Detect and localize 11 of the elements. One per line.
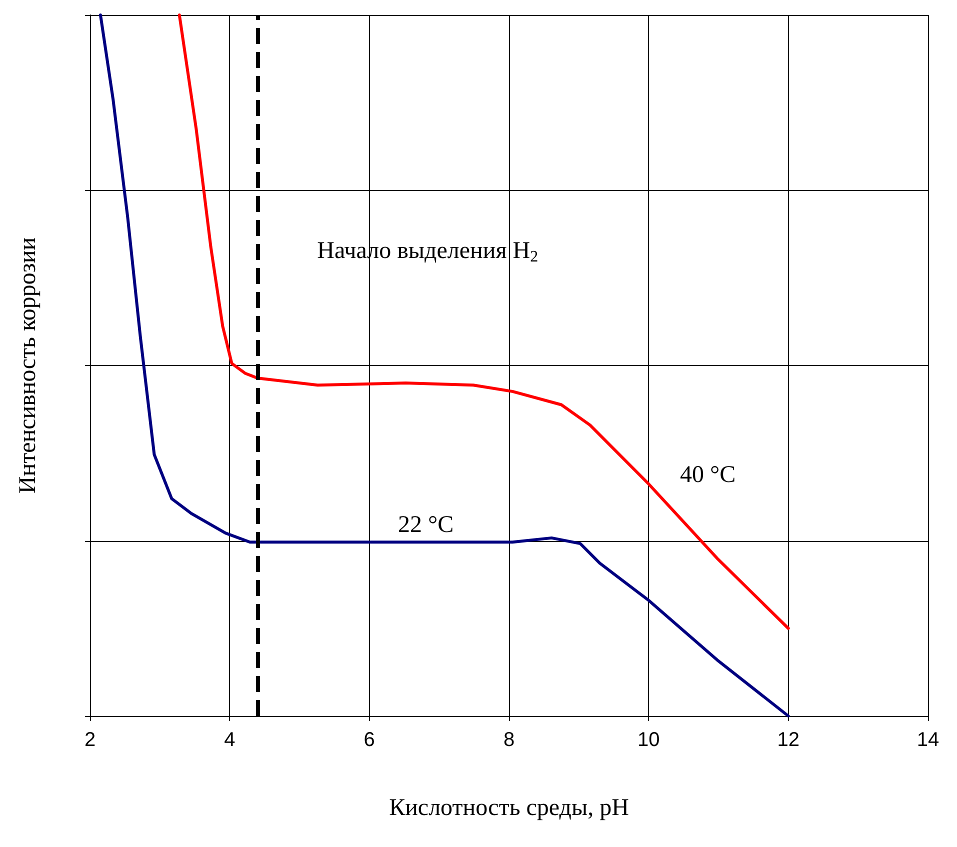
annotation: 22 °C	[398, 512, 454, 538]
annotation: 40 °C	[680, 462, 736, 488]
x-tick-label: 2	[84, 729, 96, 751]
x-tick-label: 8	[503, 729, 515, 751]
y-axis-title: Интенсивность коррозии	[15, 237, 41, 494]
x-tick-label: 4	[224, 729, 236, 751]
x-tick-label: 10	[638, 729, 660, 751]
x-tick-label: 12	[777, 729, 800, 751]
x-tick-label: 14	[916, 729, 940, 751]
x-tick-label: 6	[364, 729, 375, 751]
x-axis-title: Кислотность среды, pH	[389, 795, 629, 821]
